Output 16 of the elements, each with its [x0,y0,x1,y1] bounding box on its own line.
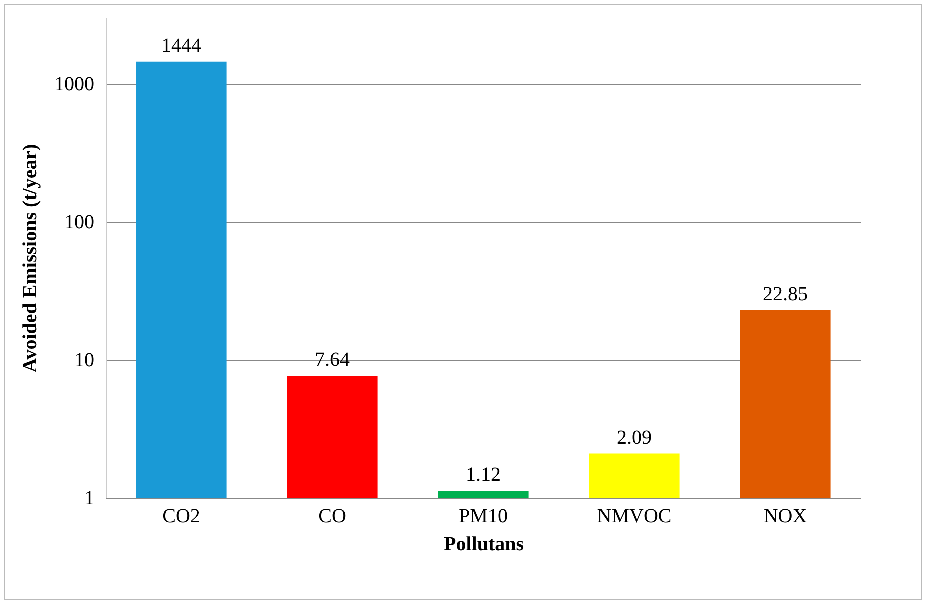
data-label: 1444 [162,34,202,57]
x-tick-label: PM10 [459,506,508,528]
y-tick-label: 1000 [54,73,94,96]
y-tick-label: 100 [64,211,94,234]
data-label: 1.12 [466,464,501,486]
data-label: 22.85 [763,283,808,306]
x-axis-title: Pollutans [444,534,524,556]
y-tick-label: 1 [84,488,94,510]
x-tick-label: NOX [764,506,808,528]
data-label: 7.64 [315,349,350,372]
y-axis-title: Avoided Emissions (t/year) [20,144,42,373]
x-tick-label: CO2 [162,506,200,528]
y-tick-label: 10 [74,349,94,372]
x-tick-label: CO [318,506,346,528]
x-tick-label: NMVOC [597,506,672,528]
data-label: 2.09 [617,426,652,449]
